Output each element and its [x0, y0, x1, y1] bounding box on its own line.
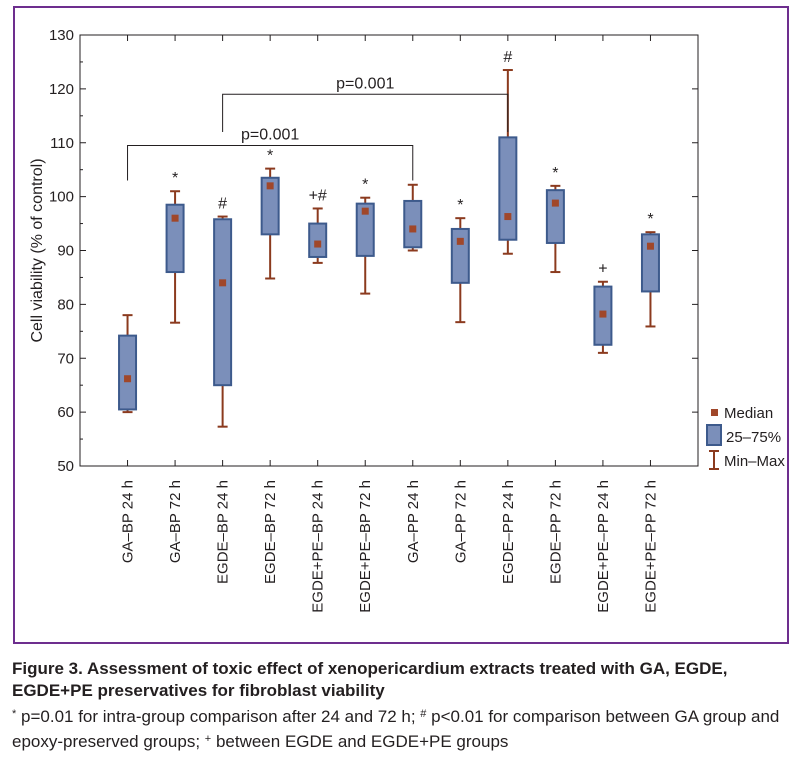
legend-iqr-label: 25–75%: [726, 429, 781, 446]
box-iqr: [355, 202, 375, 257]
y-tick-label: 70: [57, 350, 74, 367]
box-iqr: [545, 189, 565, 244]
y-tick-label: 90: [57, 243, 74, 260]
legend-median-swatch: [711, 409, 718, 416]
figure-caption: Figure 3. Assessment of toxic effect of …: [12, 658, 792, 753]
box-iqr: [260, 176, 280, 236]
median-marker: [504, 213, 512, 221]
caption-title: Figure 3. Assessment of toxic effect of …: [12, 659, 728, 700]
x-tick-label: EGDE+PE–PP 24 h: [595, 480, 612, 613]
median-marker: [409, 225, 417, 233]
bracket-label: p=0.001: [336, 75, 394, 92]
y-axis-label: Cell viability (% of control): [29, 158, 46, 342]
median-marker: [456, 237, 464, 245]
x-tick-label: GA–PP 72 h: [452, 480, 469, 563]
significance-mark: *: [457, 197, 463, 214]
y-tick-label: 130: [49, 27, 74, 44]
x-tick-label: GA–BP 72 h: [167, 480, 184, 563]
significance-mark: *: [362, 177, 368, 194]
box-iqr: [118, 334, 138, 411]
x-tick-label: GA–PP 24 h: [405, 480, 422, 563]
x-tick-label: EGDE–BP 72 h: [262, 480, 279, 584]
box-iqr: [165, 203, 185, 274]
x-tick-label: EGDE–BP 24 h: [215, 480, 232, 584]
note-marker-hash: #: [420, 708, 427, 720]
median-marker: [551, 199, 559, 207]
box-iqr: [640, 233, 660, 293]
x-tick-label: EGDE–PP 24 h: [500, 480, 517, 584]
significance-mark: *: [647, 211, 653, 228]
box-iqr: [308, 222, 328, 258]
note-text-hash: p<0.01 for comparison between GA group a…: [12, 707, 780, 751]
significance-mark: +#: [309, 187, 327, 204]
figure-frame: 50 60 70 80 90 100 110 120 130 Cell viability (% …: [13, 6, 789, 644]
significance-mark: *: [267, 148, 273, 165]
median-marker: [124, 375, 132, 383]
median-marker: [599, 310, 607, 318]
x-tick-label: EGDE+PE–BP 24 h: [310, 480, 327, 613]
y-tick-label: 80: [57, 296, 74, 313]
box-iqr: [498, 136, 518, 241]
note-text-plus: between EGDE and EGDE+PE groups: [211, 732, 509, 751]
caption-note: * p=0.01 for intra-group comparison afte…: [12, 703, 792, 753]
bracket-label: p=0.001: [241, 126, 299, 143]
note-marker-plus: +: [204, 733, 212, 745]
legend-median-label: Median: [724, 405, 773, 422]
comparison-bracket: [127, 144, 414, 181]
median-marker: [171, 214, 179, 222]
y-tick-label: 50: [57, 458, 74, 475]
note-marker-star: *: [12, 708, 17, 720]
median-marker: [646, 242, 654, 250]
box-iqr: [403, 199, 423, 249]
y-tick-label: 60: [57, 404, 74, 421]
x-tick-label: EGDE–PP 72 h: [547, 480, 564, 584]
x-tick-label: GA–BP 24 h: [120, 480, 137, 563]
box-plot-chart: 50 60 70 80 90 100 110 120 130 Cell viability (% …: [29, 27, 785, 613]
y-tick-label: 110: [50, 135, 74, 152]
significance-mark: #: [218, 196, 227, 213]
legend-minmax-label: Min–Max: [724, 453, 785, 470]
y-tick-label: 100: [49, 189, 74, 206]
box-iqr: [213, 218, 233, 387]
significance-mark: *: [552, 165, 558, 182]
significance-mark: *: [172, 170, 178, 187]
x-tick-label: EGDE+PE–BP 72 h: [357, 480, 374, 613]
median-marker: [361, 207, 369, 215]
note-text-star: p=0.01 for intra-group comparison after …: [16, 707, 421, 726]
legend-iqr-swatch: [706, 424, 722, 446]
median-marker: [314, 240, 322, 248]
significance-mark: #: [503, 49, 512, 66]
x-tick-label: EGDE+PE–PP 72 h: [642, 480, 659, 613]
significance-mark: +: [598, 261, 607, 278]
median-marker: [219, 279, 227, 287]
y-tick-label: 120: [49, 81, 74, 98]
median-marker: [266, 182, 274, 190]
box-iqr: [450, 227, 470, 284]
comparison-bracket: [222, 93, 509, 132]
